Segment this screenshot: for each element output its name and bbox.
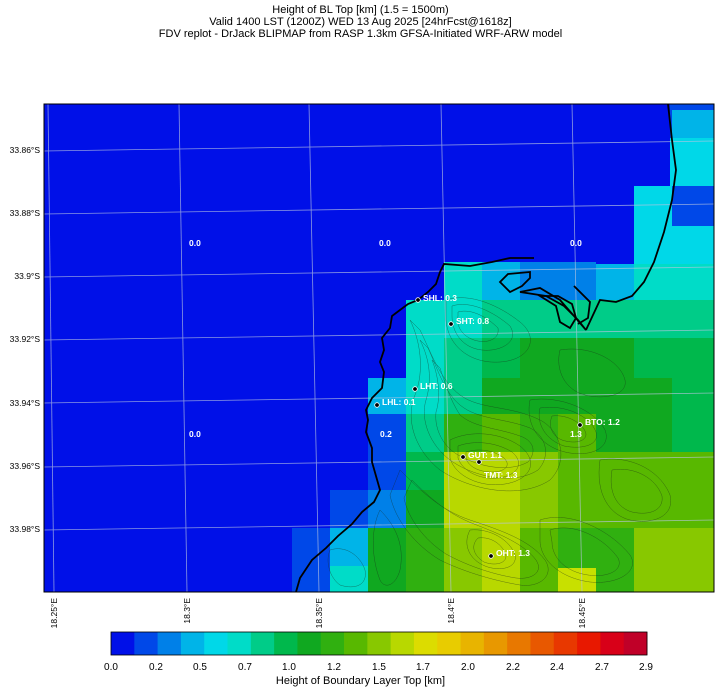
lat-tick-label: 33.86°S xyxy=(10,145,41,155)
colorbar-tick-label: 2.0 xyxy=(461,662,475,673)
site-label-lht: LHT: 0.6 xyxy=(420,381,453,391)
colorbar-swatch xyxy=(623,632,648,655)
colorbar xyxy=(111,632,648,655)
site-label-sht: SHT: 0.8 xyxy=(456,316,489,326)
lat-tick-label: 33.92°S xyxy=(10,334,41,344)
site-label-tmt: TMT: 1.3 xyxy=(484,470,518,480)
colorbar-tick-label: 2.2 xyxy=(506,662,520,673)
lon-tick-label: 18.45°E xyxy=(577,598,587,629)
lat-tick-labels: 33.86°S 33.88°S 33.9°S 33.92°S 33.94°S 3… xyxy=(10,145,41,534)
lat-tick-label: 33.88°S xyxy=(10,208,41,218)
site-marker-gut[interactable] xyxy=(460,454,466,460)
colorbar-tick-labels: 0.0 0.2 0.5 0.7 1.0 1.2 1.5 1.7 2.0 2.2 … xyxy=(104,662,653,673)
grid-value: 0.0 xyxy=(189,429,201,439)
site-labels: SHL: 0.3 SHT: 0.8 LHT: 0.6 LHL: 0.1 GUT:… xyxy=(382,293,620,558)
graticule-lines xyxy=(43,103,715,593)
colorbar-label: Height of Boundary Layer Top [km] xyxy=(275,675,446,687)
site-label-oht: OHT: 1.3 xyxy=(496,548,530,558)
site-marker-lht[interactable] xyxy=(412,386,418,392)
colorbar-tick-label: 1.0 xyxy=(282,662,296,673)
site-label-bto: BTO: 1.2 xyxy=(585,417,620,427)
colorbar-swatch xyxy=(227,632,252,655)
colorbar-swatch xyxy=(157,632,182,655)
colorbar-tick-label: 0.0 xyxy=(104,662,118,673)
colorbar-tick-label: 0.7 xyxy=(238,662,252,673)
colorbar-swatch xyxy=(483,632,508,655)
grid-value: 0.0 xyxy=(189,238,201,248)
terrain-contours xyxy=(327,297,672,588)
site-label-shl: SHL: 0.3 xyxy=(423,293,457,303)
grid-value: 0.2 xyxy=(380,429,392,439)
lon-tick-label: 18.25°E xyxy=(49,598,59,629)
coastline xyxy=(295,103,677,593)
lat-tick-label: 33.96°S xyxy=(10,461,41,471)
colorbar-swatch xyxy=(413,632,438,655)
grid-value-labels: 0.0 0.0 0.0 0.0 0.2 1.3 xyxy=(189,238,582,439)
map-title-line-1: Height of BL Top [km] (1.5 = 1500m) xyxy=(272,4,449,16)
colorbar-swatch xyxy=(367,632,392,655)
colorbar-swatch xyxy=(134,632,158,655)
lon-tick-labels: 18.25°E 18.3°E 18.35°E 18.4°E 18.45°E xyxy=(49,598,587,629)
bl-height-cells xyxy=(44,104,714,592)
colorbar-swatch xyxy=(553,632,578,655)
site-marker-sht[interactable] xyxy=(448,321,454,327)
lon-tick-label: 18.4°E xyxy=(446,598,456,624)
site-label-gut: GUT: 1.1 xyxy=(468,450,502,460)
site-marker-shl[interactable] xyxy=(415,297,421,303)
colorbar-swatch xyxy=(437,632,461,655)
map-title-line-3: FDV replot - DrJack BLIPMAP from RASP 1.… xyxy=(158,28,563,40)
colorbar-frame xyxy=(110,631,648,656)
lat-tick-label: 33.98°S xyxy=(10,524,41,534)
colorbar-tick-label: 0.5 xyxy=(193,662,207,673)
colorbar-swatch xyxy=(204,632,228,655)
colorbar-tick-label: 2.4 xyxy=(550,662,564,673)
colorbar-tick-label: 1.7 xyxy=(416,662,430,673)
lon-tick-label: 18.35°E xyxy=(314,598,324,629)
colorbar-swatch xyxy=(390,632,415,655)
colorbar-swatch xyxy=(530,632,555,655)
colorbar-swatch xyxy=(111,632,135,655)
site-markers xyxy=(374,297,583,559)
map-title-line-2: Valid 1400 LST (1200Z) WED 13 Aug 2025 [… xyxy=(209,16,512,28)
lat-tick-label: 33.9°S xyxy=(14,271,40,281)
colorbar-swatch xyxy=(250,632,275,655)
colorbar-swatch xyxy=(344,632,368,655)
site-marker-oht[interactable] xyxy=(488,553,494,559)
site-marker-tmt[interactable] xyxy=(476,459,482,465)
colorbar-swatch xyxy=(507,632,531,655)
lat-tick-label: 33.94°S xyxy=(10,398,41,408)
grid-value: 0.0 xyxy=(570,238,582,248)
grid-value: 0.0 xyxy=(379,238,391,248)
colorbar-swatch xyxy=(320,632,345,655)
colorbar-swatch xyxy=(297,632,322,655)
grid-value: 1.3 xyxy=(570,429,582,439)
colorbar-tick-label: 1.5 xyxy=(372,662,386,673)
colorbar-swatch xyxy=(460,632,485,655)
site-marker-bto[interactable] xyxy=(577,422,583,428)
colorbar-tick-label: 0.2 xyxy=(149,662,163,673)
colorbar-tick-label: 2.7 xyxy=(595,662,609,673)
colorbar-swatch xyxy=(180,632,205,655)
colorbar-swatch xyxy=(600,632,625,655)
colorbar-tick-label: 1.2 xyxy=(327,662,341,673)
colorbar-swatch xyxy=(274,632,298,655)
colorbar-swatch xyxy=(577,632,601,655)
lon-tick-label: 18.3°E xyxy=(182,598,192,624)
site-marker-lhl[interactable] xyxy=(374,402,380,408)
colorbar-tick-label: 2.9 xyxy=(639,662,653,673)
site-label-lhl: LHL: 0.1 xyxy=(382,397,416,407)
map-frame xyxy=(43,103,715,593)
